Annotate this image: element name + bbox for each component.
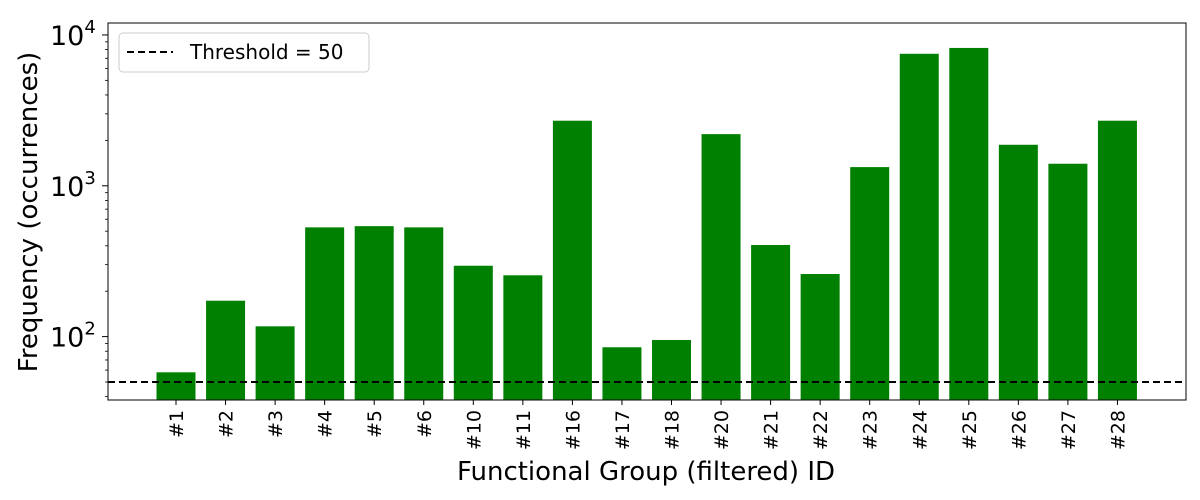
bar-fg25 bbox=[949, 47, 989, 400]
x-tick-label: #25 bbox=[959, 410, 981, 450]
bar-fg17 bbox=[602, 347, 642, 400]
bar-fg10 bbox=[453, 265, 493, 400]
bar-fg23 bbox=[850, 167, 890, 400]
bar-fg28 bbox=[1097, 120, 1137, 400]
bars-group bbox=[156, 47, 1137, 401]
x-tick-label: #18 bbox=[662, 410, 684, 450]
x-tick-label: #21 bbox=[761, 410, 783, 450]
bar-fg24 bbox=[899, 53, 939, 401]
x-tick-label: #24 bbox=[909, 410, 931, 450]
bar-fg1 bbox=[156, 372, 196, 400]
bar-fg20 bbox=[701, 134, 741, 400]
x-axis-label: Functional Group (filtered) ID bbox=[457, 457, 835, 487]
bar-fg11 bbox=[503, 275, 543, 400]
legend: Threshold = 50 bbox=[118, 32, 370, 73]
bar-fg18 bbox=[652, 339, 691, 400]
bar-fg3 bbox=[255, 326, 295, 400]
x-tick-label: #3 bbox=[265, 410, 287, 438]
x-tick-label: #23 bbox=[860, 410, 882, 450]
bar-fg5 bbox=[354, 226, 394, 400]
x-tick-label: #28 bbox=[1107, 410, 1129, 450]
y-tick-label: 104 bbox=[50, 17, 96, 52]
bar-fg2 bbox=[206, 300, 246, 400]
x-tick-label: #2 bbox=[216, 410, 238, 438]
x-tick-label: #10 bbox=[463, 410, 485, 450]
bar-fg4 bbox=[305, 227, 345, 400]
bar-fg27 bbox=[1048, 163, 1088, 400]
x-tick-label: #6 bbox=[414, 410, 436, 438]
y-tick-label: 103 bbox=[50, 168, 96, 203]
plot-frame bbox=[107, 22, 1187, 401]
y-tick-label: 102 bbox=[50, 319, 96, 354]
bar-fg26 bbox=[998, 144, 1038, 400]
y-axis-ticks: 102 103 104 bbox=[50, 17, 108, 398]
bar-fg16 bbox=[552, 120, 592, 400]
x-tick-label: #22 bbox=[810, 410, 832, 450]
y-axis-label: Frequency (occurrences) bbox=[14, 52, 44, 373]
x-tick-label: #26 bbox=[1008, 410, 1030, 450]
x-tick-label: #4 bbox=[315, 410, 337, 438]
bar-fg22 bbox=[800, 274, 840, 400]
legend-threshold-label: Threshold = 50 bbox=[189, 40, 344, 64]
x-tick-label: #20 bbox=[711, 410, 733, 450]
x-tick-label: #16 bbox=[562, 410, 584, 450]
x-tick-label: #11 bbox=[513, 410, 535, 450]
x-tick-label: #5 bbox=[364, 410, 386, 438]
x-tick-label: #27 bbox=[1058, 410, 1080, 450]
bar-fg21 bbox=[751, 244, 791, 400]
x-tick-label: #17 bbox=[612, 410, 634, 450]
x-axis-ticks: #1 #2 #3 #4 #5 #6 #10 #11 #16 #17 #18 #20 #21 #22 #23 #… bbox=[166, 400, 1129, 450]
x-tick-label: #1 bbox=[166, 410, 188, 438]
bar-fg6 bbox=[404, 227, 444, 400]
legend-box bbox=[118, 32, 370, 73]
